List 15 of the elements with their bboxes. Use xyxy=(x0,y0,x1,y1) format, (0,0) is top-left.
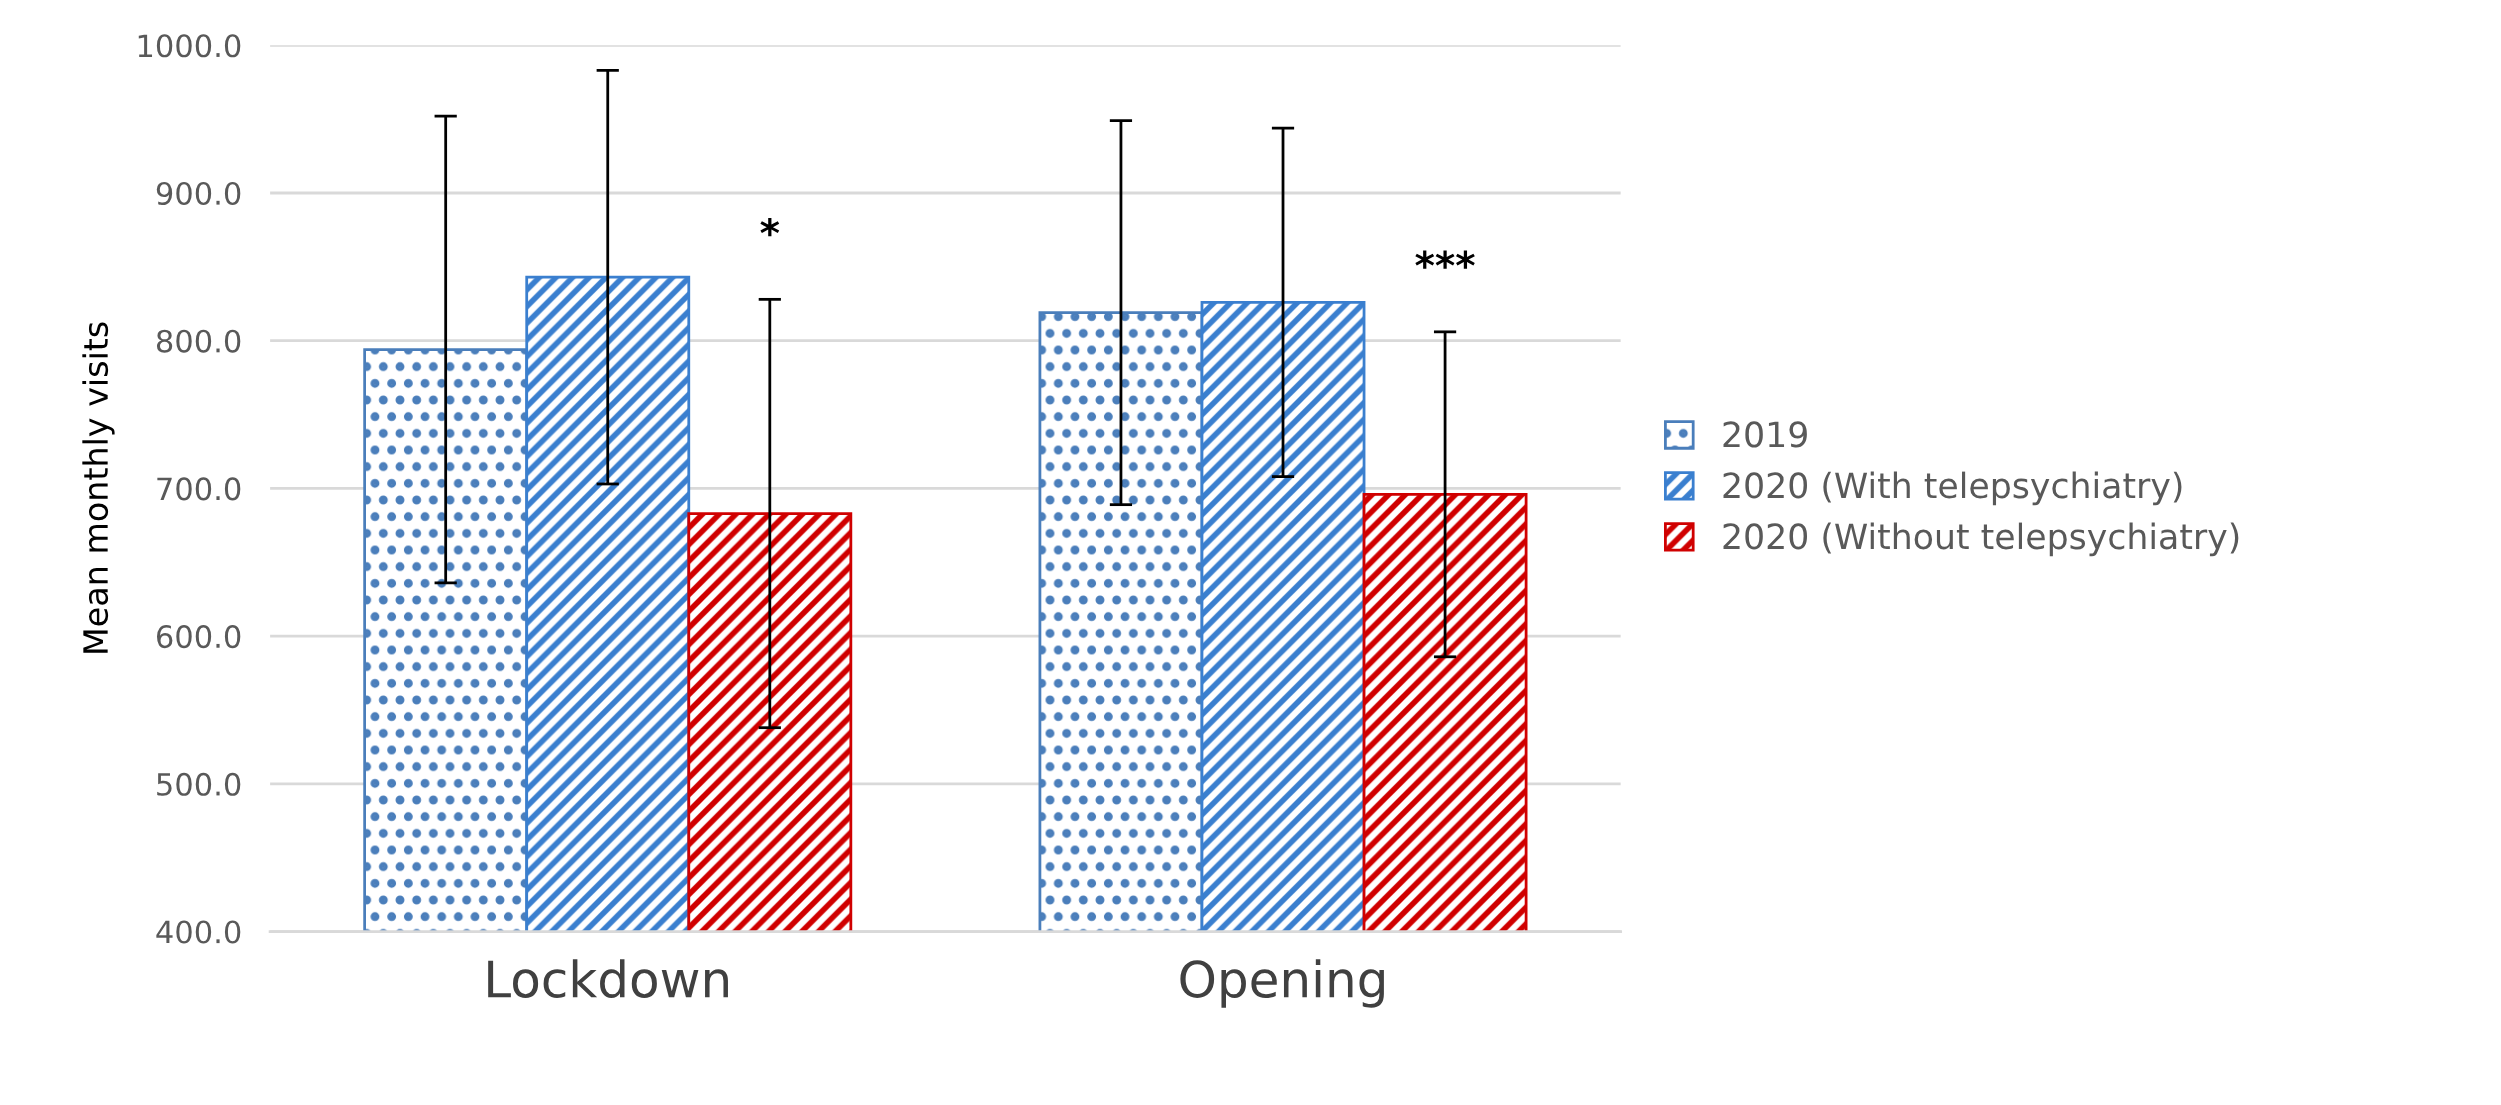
annotation: * xyxy=(760,218,780,237)
legend-label: 2020 (Without telepsychiatry) xyxy=(1723,522,2239,557)
x-tick-label: Lockdown xyxy=(488,959,728,998)
y-tick-label: 500.0 xyxy=(157,772,241,796)
annotation: *** xyxy=(1415,250,1475,269)
y-tick-label: 900.0 xyxy=(156,181,241,206)
y-tick-label: 400.0 xyxy=(156,920,241,944)
y-tick-label: 1000.0 xyxy=(138,34,241,58)
y-tick-label: 800.0 xyxy=(156,329,241,353)
y-axis-title: Mean monthly visits xyxy=(82,322,115,653)
y-tick-label: 700.0 xyxy=(157,477,241,501)
x-tick-label: Opening xyxy=(1180,959,1384,1008)
legend-label: 2019 xyxy=(1723,421,1807,448)
y-tick-label: 600.0 xyxy=(156,625,241,649)
legend-label: 2020 (With telepsychiatry) xyxy=(1723,471,2182,506)
